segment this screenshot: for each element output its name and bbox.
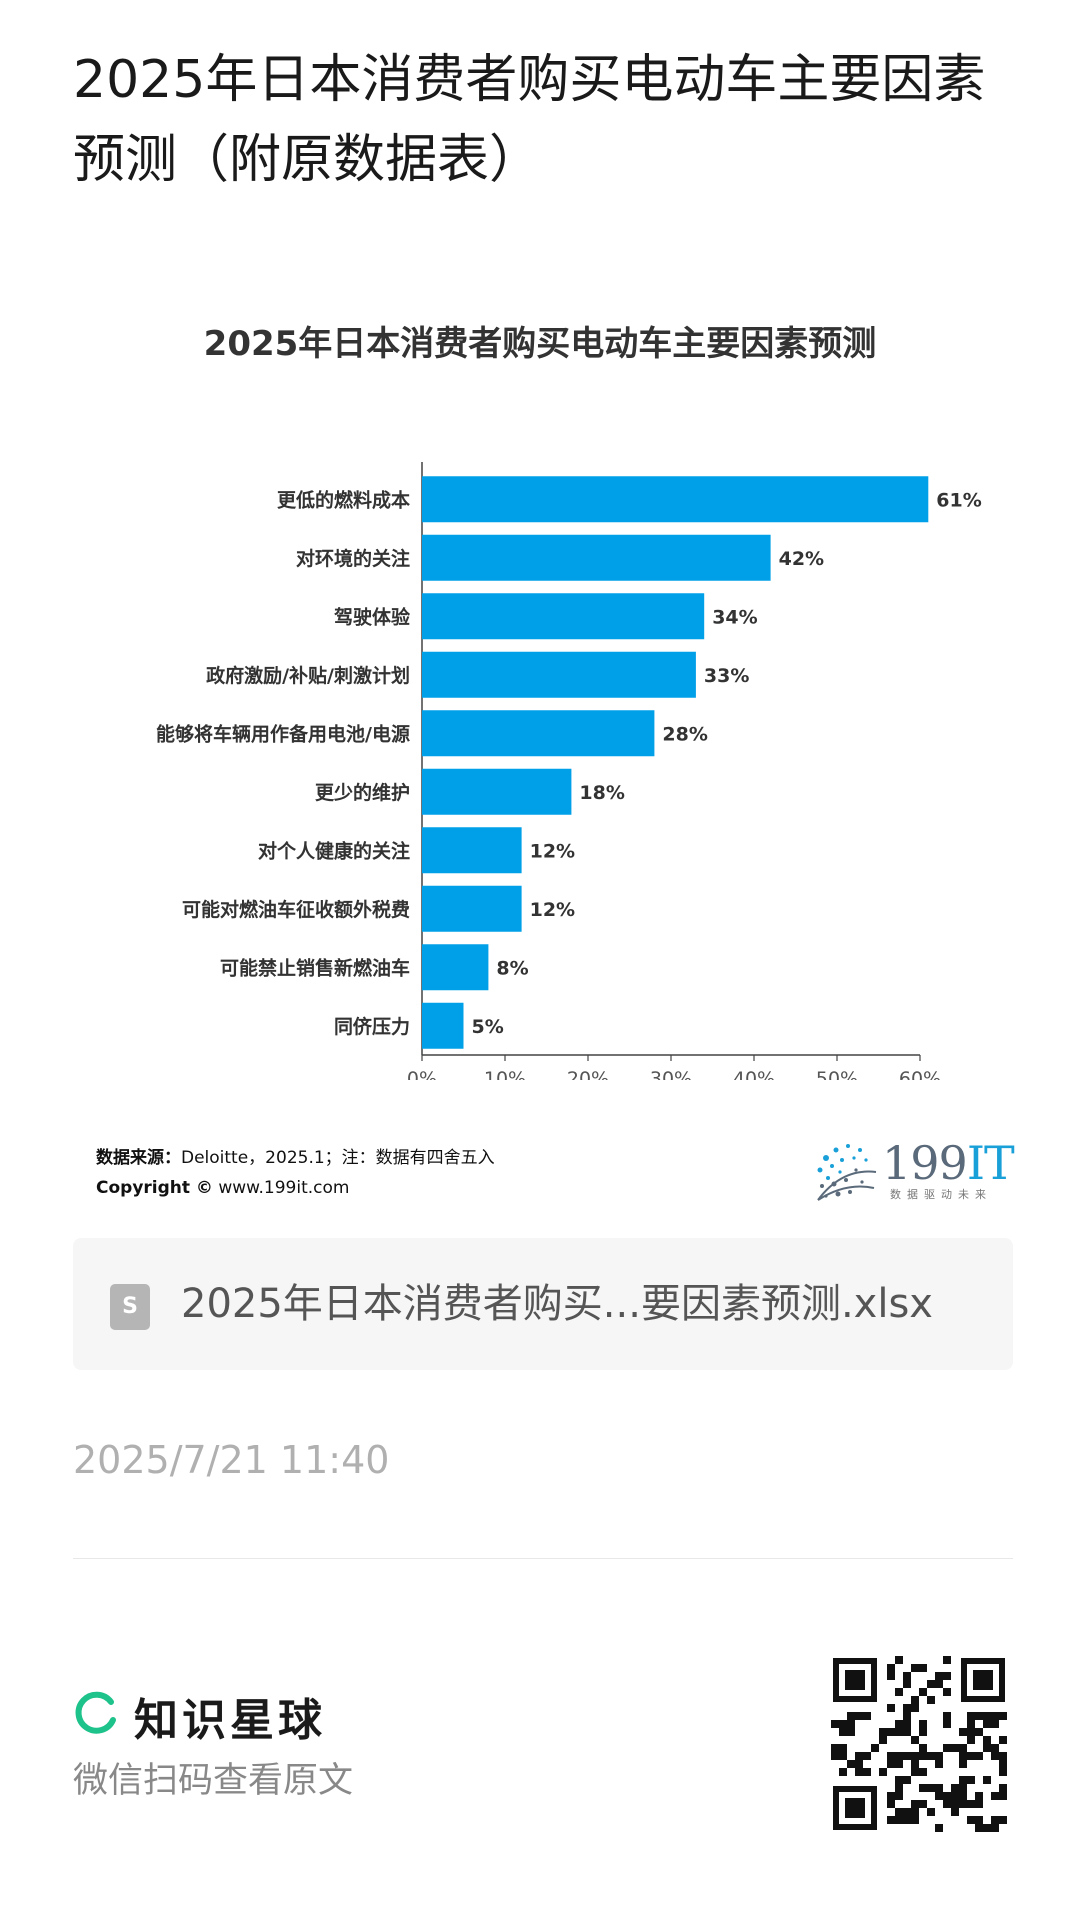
bar <box>422 768 572 815</box>
zsxq-logo-icon <box>75 1691 116 1734</box>
bar <box>422 534 771 581</box>
data-label: 12% <box>530 899 575 921</box>
category-label: 对环境的关注 <box>296 547 410 570</box>
attachment-card[interactable]: S 2025年日本消费者购买...要因素预测.xlsx <box>73 1238 1013 1370</box>
data-label: 61% <box>936 489 981 511</box>
x-tick-label: 30% <box>650 1068 692 1080</box>
category-label: 对个人健康的关注 <box>258 839 410 862</box>
data-label: 12% <box>530 840 575 862</box>
category-label: 同侪压力 <box>334 1015 410 1038</box>
source-note: 数据来源：Deloitte，2025.1；注：数据有四舍五入 Copyright… <box>96 1143 495 1203</box>
logo-main: 199 <box>882 1136 968 1190</box>
data-label: 28% <box>662 723 707 745</box>
data-label: 34% <box>712 606 757 628</box>
x-tick-label: 0% <box>407 1068 437 1080</box>
copyright-label: Copyright © <box>96 1178 213 1198</box>
bar <box>422 476 929 523</box>
source-label: 数据来源： <box>96 1148 181 1168</box>
data-label: 18% <box>579 782 624 804</box>
page-title: 2025年日本消费者购买电动车主要因素预测（附原数据表） <box>73 50 986 190</box>
bar <box>422 1002 464 1049</box>
x-tick-label: 60% <box>899 1068 941 1080</box>
data-label: 33% <box>704 665 749 687</box>
data-label: 5% <box>472 1016 504 1038</box>
category-label: 可能禁止销售新燃油车 <box>220 956 410 979</box>
qr-code[interactable] <box>831 1656 1007 1832</box>
bar <box>422 885 522 932</box>
attachment-filename[interactable]: 2025年日本消费者购买...要因素预测.xlsx <box>181 1281 933 1327</box>
x-tick-label: 10% <box>484 1068 526 1080</box>
199it-logo: 199IT 数据驱动未来 <box>812 1136 1015 1204</box>
x-tick-label: 20% <box>567 1068 609 1080</box>
post-timestamp: 2025/7/21 11:40 <box>73 1438 390 1482</box>
category-label: 政府激励/补贴/刺激计划 <box>206 664 410 687</box>
category-label: 可能对燃油车征收额外税费 <box>182 898 410 921</box>
x-tick-label: 50% <box>816 1068 858 1080</box>
divider <box>73 1558 1013 1559</box>
bar <box>422 944 489 991</box>
category-label: 更少的维护 <box>315 781 410 804</box>
x-tick-label: 40% <box>733 1068 775 1080</box>
logo-accent: IT <box>966 1136 1015 1190</box>
data-label: 8% <box>496 957 528 979</box>
data-label: 42% <box>779 548 824 570</box>
bar <box>422 827 522 874</box>
category-label: 能够将车辆用作备用电池/电源 <box>156 722 410 745</box>
bar <box>422 651 696 698</box>
dot-burst-icon <box>817 1144 877 1201</box>
brand-name: 知识星球 <box>134 1695 326 1746</box>
bar <box>422 593 705 640</box>
logo-wordmark: 199IT <box>882 1136 1015 1190</box>
bar <box>422 710 655 757</box>
category-label: 更低的燃料成本 <box>277 488 410 511</box>
spreadsheet-icon: S <box>110 1284 150 1330</box>
scan-hint: 微信扫码查看原文 <box>73 1761 354 1801</box>
logo-tagline: 数据驱动未来 <box>890 1188 992 1201</box>
category-label: 驾驶体验 <box>334 605 411 628</box>
source-url: www.199it.com <box>218 1178 350 1198</box>
chart-title: 2025年日本消费者购买电动车主要因素预测 <box>203 324 877 364</box>
bar-chart: 更低的燃料成本 61% 对环境的关注 42% 驾驶体验 34% 政府激励/补贴/刺激计划 33… <box>156 462 982 1080</box>
source-text: Deloitte，2025.1；注：数据有四舍五入 <box>181 1148 495 1168</box>
